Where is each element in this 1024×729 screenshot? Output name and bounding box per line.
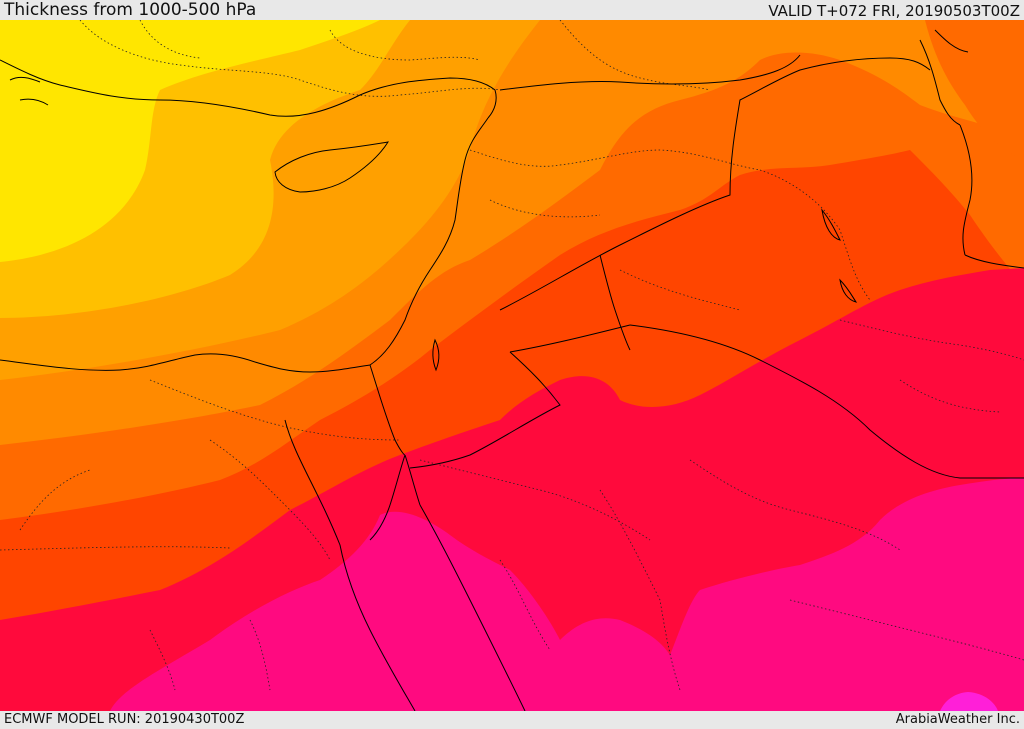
coastlines — [0, 29, 1024, 711]
footer-bar: ECMWF MODEL RUN: 20190430T00Z ArabiaWeat… — [0, 711, 1024, 729]
internal-borders — [0, 20, 1024, 691]
band-8 — [110, 478, 1024, 711]
valid-time: VALID T+072 FRI, 20190503T00Z — [768, 2, 1020, 20]
header-bar: Thickness from 1000-500 hPa VALID T+072 … — [0, 0, 1024, 20]
band-9 — [940, 692, 998, 711]
model-run-label: ECMWF MODEL RUN: 20190430T00Z — [4, 712, 245, 727]
thickness-map — [0, 20, 1024, 711]
credit-label: ArabiaWeather Inc. — [895, 712, 1020, 727]
map-title: Thickness from 1000-500 hPa — [4, 0, 257, 20]
band-6-ne — [925, 20, 1024, 160]
